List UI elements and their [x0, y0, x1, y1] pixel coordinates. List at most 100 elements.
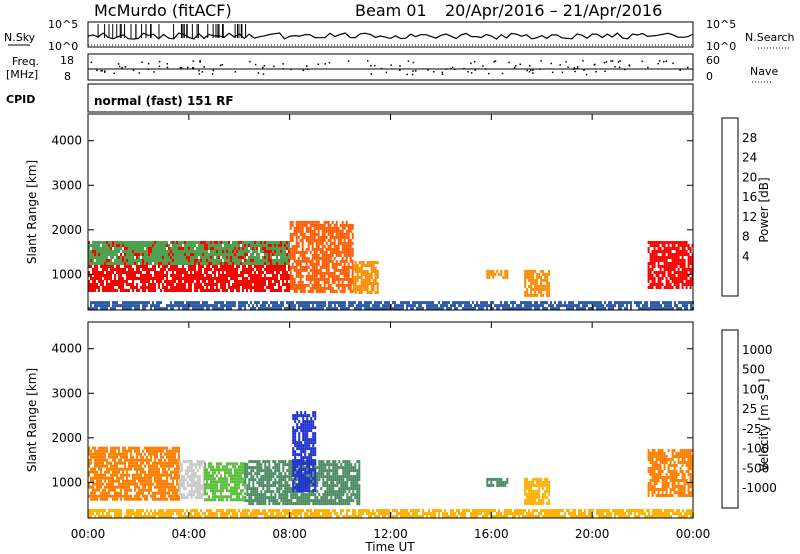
- nave-label: Nave: [750, 65, 778, 78]
- nave-dot: [559, 64, 561, 66]
- nave-dot: [603, 61, 606, 64]
- power-region-1: [88, 241, 290, 265]
- power-colorbar-tick-label: 12: [742, 210, 757, 224]
- velocity-colorbar-tick-label: 500: [742, 363, 765, 377]
- nave-dot: [529, 69, 532, 71]
- nave-dot: [263, 65, 266, 67]
- nave-dot: [432, 71, 435, 73]
- velocity-ytick-label: 2000: [51, 431, 82, 445]
- nave-dot: [508, 61, 510, 64]
- nave-dot: [467, 71, 469, 73]
- nave-dot: [539, 68, 541, 70]
- nave-dot: [577, 66, 579, 68]
- nave-dot: [665, 60, 667, 62]
- power-region-6: [647, 241, 694, 289]
- nave-dot: [147, 62, 150, 65]
- power-colorbar-tick-label: 20: [742, 170, 757, 184]
- velocity-xtick-label: 12:00: [373, 527, 408, 541]
- nave-dot: [528, 71, 531, 73]
- nave-dot: [514, 65, 517, 67]
- velocity-region-8: [88, 509, 694, 519]
- nave-dot: [494, 60, 497, 62]
- power-colorbar-tick-label: 8: [742, 230, 750, 244]
- velocity-colorbar-tick-label: -1000: [742, 481, 777, 495]
- velocity-region-5: [486, 477, 509, 487]
- nave-dot: [605, 61, 608, 63]
- freq-panel: Freq. [MHz] 18 8 60 0 Nave: [6, 53, 778, 83]
- power-region-2: [289, 220, 354, 293]
- nave-dot: [138, 72, 141, 74]
- beam-label: Beam 01: [355, 1, 427, 20]
- nave-dot: [158, 65, 161, 67]
- nave-dot: [187, 66, 189, 69]
- nave-dot: [628, 65, 631, 67]
- nave-dot: [118, 65, 121, 68]
- nave-dot: [198, 73, 201, 75]
- nave-dot: [513, 67, 516, 69]
- nave-dot: [663, 60, 665, 63]
- velocity-xtick-label: 04:00: [172, 527, 207, 541]
- nave-dot: [474, 61, 476, 63]
- power-colorbar-tick-label: 16: [742, 190, 757, 204]
- velocity-colorbar-frame: [721, 329, 739, 509]
- nave-dot: [567, 66, 569, 68]
- nave-dot: [470, 72, 473, 74]
- nave-dot: [657, 62, 659, 65]
- nave-dot: [367, 60, 369, 62]
- nave-dot: [550, 62, 552, 65]
- station-title: McMurdo (fitACF): [94, 1, 232, 20]
- nave-dot: [412, 61, 415, 64]
- nave-dot: [412, 70, 414, 72]
- nave-dot: [166, 63, 168, 65]
- velocity-region-1: [178, 460, 205, 500]
- velocity-axes: 4000 3000 2000 1000 00:00 04:00 08:00 12:00 16:0…: [51, 322, 710, 541]
- nave-dot: [451, 66, 454, 68]
- nave-dot: [583, 69, 585, 71]
- nave-dot: [519, 63, 521, 65]
- velocity-scatter: [88, 411, 694, 519]
- nave-dot: [573, 67, 576, 69]
- power-scatter: [88, 220, 694, 311]
- velocity-colorbar-tick-label: 100: [742, 382, 765, 396]
- nave-dot: [617, 61, 620, 63]
- nave-dot: [96, 69, 98, 72]
- nave-dot: [619, 60, 621, 62]
- velocity-colorbar-tick-label: 25: [742, 402, 757, 416]
- nave-dot: [485, 68, 487, 70]
- nave-dot: [203, 66, 205, 68]
- nave-dot: [528, 65, 531, 67]
- nave-dot: [262, 66, 264, 69]
- nave-dot: [370, 73, 372, 75]
- nave-dot: [565, 61, 567, 63]
- nave-dot: [532, 69, 534, 72]
- nave-dot: [561, 71, 564, 74]
- velocity-colorbar: 1000 500 100 25 -25 -100 -500 -1000: [721, 329, 777, 509]
- nave-dot: [672, 62, 674, 65]
- power-region-7: [88, 301, 694, 311]
- nave-dot: [90, 61, 93, 64]
- nave-dot: [370, 65, 372, 67]
- nave-dot: [192, 67, 194, 69]
- velocity-xtick-label: 16:00: [474, 527, 509, 541]
- nave-dot: [380, 67, 383, 70]
- velocity-region-0: [88, 446, 180, 501]
- nave-dot: [407, 60, 410, 62]
- nave-dot: [585, 73, 588, 76]
- nave-dot: [574, 70, 576, 73]
- nave-dot: [427, 69, 429, 71]
- power-colorbar-tick-label: 24: [742, 151, 757, 165]
- nave-dot: [147, 68, 150, 70]
- nave-dot: [141, 61, 143, 63]
- nsky-frame: [87, 21, 694, 48]
- velocity-ytick-label: 1000: [51, 475, 82, 489]
- velocity-colorbar-tick-label: -100: [742, 442, 769, 456]
- power-panel: Slant Range [km] 4000 3000 2000 1000: [25, 113, 694, 311]
- power-ytick-label: 3000: [51, 178, 82, 192]
- velocity-xtick-label: 20:00: [575, 527, 610, 541]
- velocity-ytick-label: 4000: [51, 342, 82, 356]
- nave-dot: [647, 66, 649, 69]
- nave-dot: [576, 68, 579, 70]
- velocity-region-4: [292, 411, 317, 493]
- nave-dot: [658, 60, 661, 62]
- power-region-3: [352, 261, 379, 294]
